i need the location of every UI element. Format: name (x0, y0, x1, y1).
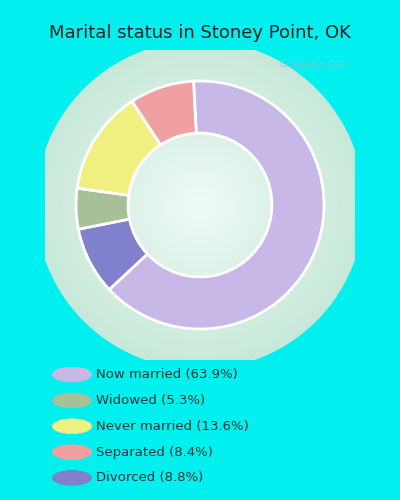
Circle shape (53, 471, 91, 485)
Circle shape (178, 183, 222, 227)
Circle shape (42, 47, 358, 363)
Circle shape (86, 90, 314, 320)
Circle shape (80, 85, 320, 325)
Circle shape (132, 137, 268, 273)
Circle shape (113, 118, 287, 292)
Wedge shape (132, 81, 196, 145)
Circle shape (118, 123, 282, 287)
Circle shape (91, 96, 309, 314)
Circle shape (102, 107, 298, 303)
Circle shape (164, 170, 236, 240)
Text: City-Data.com: City-Data.com (279, 60, 349, 70)
Circle shape (53, 445, 91, 459)
Circle shape (146, 150, 254, 260)
Circle shape (36, 42, 364, 368)
Circle shape (176, 180, 224, 230)
Circle shape (170, 175, 230, 235)
Circle shape (88, 93, 312, 317)
Circle shape (74, 80, 326, 330)
Circle shape (104, 110, 296, 300)
Wedge shape (78, 219, 147, 290)
Circle shape (39, 44, 361, 366)
Circle shape (47, 52, 353, 358)
Circle shape (137, 142, 263, 268)
Circle shape (156, 162, 244, 248)
Text: Divorced (8.8%): Divorced (8.8%) (96, 472, 203, 484)
Circle shape (83, 88, 317, 322)
Circle shape (189, 194, 211, 216)
Circle shape (44, 50, 356, 360)
Circle shape (154, 158, 246, 252)
Circle shape (124, 128, 276, 282)
Wedge shape (76, 188, 130, 230)
Wedge shape (109, 81, 324, 329)
Text: Never married (13.6%): Never married (13.6%) (96, 420, 249, 432)
Text: Widowed (5.3%): Widowed (5.3%) (96, 394, 205, 407)
Circle shape (96, 102, 304, 308)
Circle shape (162, 167, 238, 243)
Circle shape (159, 164, 241, 246)
Circle shape (134, 140, 266, 270)
Text: Now married (63.9%): Now married (63.9%) (96, 368, 238, 381)
Text: Marital status in Stoney Point, OK: Marital status in Stoney Point, OK (49, 24, 351, 42)
Circle shape (126, 132, 274, 278)
Circle shape (151, 156, 249, 254)
Circle shape (116, 120, 284, 290)
Circle shape (167, 172, 233, 238)
Text: Separated (8.4%): Separated (8.4%) (96, 446, 213, 458)
Circle shape (77, 82, 323, 328)
Circle shape (107, 112, 293, 298)
Circle shape (197, 202, 203, 207)
Circle shape (173, 178, 227, 233)
Circle shape (99, 104, 301, 306)
Circle shape (66, 72, 334, 338)
Circle shape (186, 192, 214, 218)
Circle shape (194, 200, 206, 210)
Circle shape (69, 74, 331, 336)
Circle shape (184, 188, 216, 222)
Circle shape (53, 419, 91, 434)
Circle shape (53, 368, 91, 382)
Circle shape (192, 197, 208, 213)
Circle shape (72, 77, 328, 333)
Circle shape (121, 126, 279, 284)
Circle shape (181, 186, 219, 224)
Circle shape (53, 394, 91, 407)
Circle shape (56, 60, 344, 350)
Circle shape (94, 98, 306, 312)
Circle shape (58, 63, 342, 347)
Circle shape (53, 58, 347, 352)
Circle shape (148, 153, 252, 257)
Circle shape (61, 66, 339, 344)
Circle shape (64, 68, 336, 342)
Circle shape (110, 115, 290, 295)
Circle shape (140, 145, 260, 265)
Wedge shape (77, 102, 160, 195)
Circle shape (129, 134, 271, 276)
Circle shape (143, 148, 257, 262)
Circle shape (50, 55, 350, 355)
